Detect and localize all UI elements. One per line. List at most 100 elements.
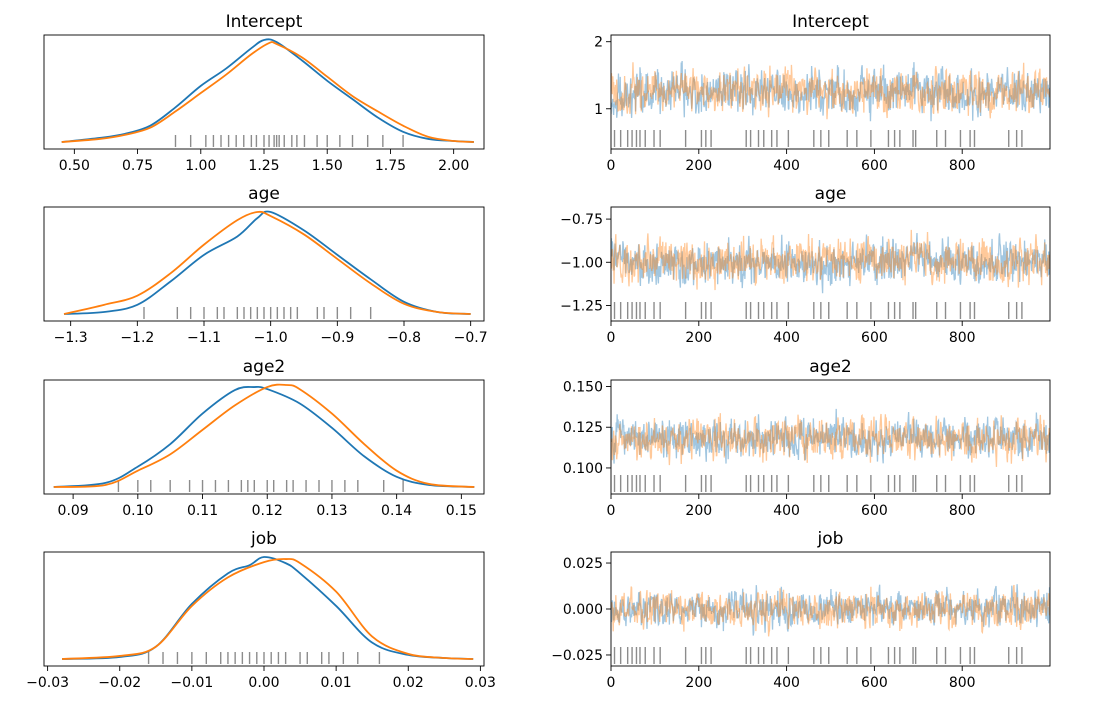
x-tick-label: 0.01 bbox=[321, 675, 352, 691]
x-tick-label: 0.50 bbox=[59, 158, 90, 174]
panel-frame bbox=[43, 379, 485, 495]
x-tick-label: 1.25 bbox=[248, 158, 279, 174]
panel-0: Intercept 0.50 0.75 1.00 1.25 1.50 1.75 2.00 bbox=[43, 12, 485, 174]
x-tick-label: 0 bbox=[607, 330, 616, 346]
y-tick-label: −0.025 bbox=[551, 648, 603, 664]
x-tick-label: 0.00 bbox=[248, 675, 279, 691]
trace-line-chain-1 bbox=[611, 413, 1050, 467]
kde-line-chain-0 bbox=[53, 385, 475, 488]
x-tick-label: 800 bbox=[949, 330, 976, 346]
kde-line-chain-0 bbox=[61, 556, 474, 660]
x-tick-label: 800 bbox=[949, 675, 976, 691]
panel-title: age2 bbox=[243, 357, 285, 377]
kde-line-chain-0 bbox=[61, 38, 474, 143]
plot-area bbox=[611, 61, 1050, 147]
trace-line-chain-0 bbox=[611, 584, 1050, 636]
panel-frame bbox=[610, 379, 1051, 495]
trace-line-chain-0 bbox=[611, 61, 1050, 122]
x-tick-label: −0.02 bbox=[98, 675, 141, 691]
panel-frame bbox=[610, 34, 1051, 150]
y-tick-label: −1.25 bbox=[560, 298, 603, 314]
trace-line-chain-1 bbox=[611, 229, 1050, 291]
x-tick-label: 600 bbox=[861, 675, 888, 691]
x-tick-label: 2.00 bbox=[438, 158, 469, 174]
x-tick-label: −1.3 bbox=[54, 330, 88, 346]
plot-area bbox=[63, 210, 471, 319]
x-tick-label: −1.1 bbox=[187, 330, 221, 346]
trace-line-chain-0 bbox=[611, 232, 1050, 294]
plot-area bbox=[611, 229, 1050, 319]
x-tick-label: 200 bbox=[685, 330, 712, 346]
x-tick-label: 0 bbox=[607, 503, 616, 519]
x-tick-label: 0.13 bbox=[316, 503, 347, 519]
kde-line-chain-1 bbox=[61, 41, 474, 143]
x-tick-label: 0.11 bbox=[187, 503, 218, 519]
panel-title: job bbox=[250, 529, 277, 549]
x-tick-label: 600 bbox=[861, 503, 888, 519]
x-tick-label: −0.7 bbox=[454, 330, 488, 346]
x-tick-label: 800 bbox=[949, 158, 976, 174]
kde-line-chain-1 bbox=[63, 210, 471, 315]
y-tick-label: 0.000 bbox=[563, 602, 603, 618]
y-tick-label: 0.150 bbox=[563, 380, 603, 396]
plot-area bbox=[611, 584, 1050, 664]
x-tick-label: 0.75 bbox=[122, 158, 153, 174]
x-tick-label: 1.00 bbox=[185, 158, 216, 174]
x-tick-label: 0.15 bbox=[446, 503, 477, 519]
x-tick-label: 1.75 bbox=[375, 158, 406, 174]
panel-5: age 0 200 400 600 800 −0.75 −1.00 −1.25 bbox=[560, 184, 1051, 346]
kde-line-chain-1 bbox=[61, 558, 474, 660]
x-tick-label: 200 bbox=[685, 503, 712, 519]
panel-frame bbox=[610, 206, 1051, 322]
x-tick-label: 0 bbox=[607, 675, 616, 691]
trace-line-chain-1 bbox=[611, 584, 1050, 637]
x-tick-label: −1.0 bbox=[254, 330, 288, 346]
x-tick-label: 400 bbox=[773, 503, 800, 519]
plot-area bbox=[61, 556, 474, 664]
y-tick-label: −0.75 bbox=[560, 212, 603, 228]
x-tick-label: 400 bbox=[773, 158, 800, 174]
x-tick-label: 0.12 bbox=[252, 503, 283, 519]
panel-title: age bbox=[248, 184, 280, 204]
x-tick-label: 200 bbox=[685, 158, 712, 174]
plot-area bbox=[611, 408, 1050, 492]
x-tick-label: 0 bbox=[607, 158, 616, 174]
plot-area bbox=[61, 38, 474, 147]
panel-title: Intercept bbox=[792, 12, 869, 32]
y-tick-label: 0.100 bbox=[563, 461, 603, 477]
panel-frame bbox=[43, 206, 485, 322]
panel-3: job −0.03 −0.02 −0.01 0.00 0.01 0.02 0.03 bbox=[26, 529, 496, 691]
x-tick-label: −0.8 bbox=[387, 330, 421, 346]
x-tick-label: 0.10 bbox=[122, 503, 153, 519]
x-tick-label: 400 bbox=[773, 330, 800, 346]
panel-4: Intercept 0 200 400 600 800 1 2 bbox=[594, 12, 1051, 174]
x-tick-label: −1.2 bbox=[120, 330, 154, 346]
y-tick-label: 0.125 bbox=[563, 420, 603, 436]
panel-title: job bbox=[817, 529, 844, 549]
x-tick-label: −0.01 bbox=[170, 675, 213, 691]
panel-1: age −1.3 −1.2 −1.1 −1.0 −0.9 −0.8 −0.7 bbox=[43, 184, 488, 346]
x-tick-label: 0.03 bbox=[465, 675, 496, 691]
trace-line-chain-0 bbox=[611, 408, 1050, 464]
panel-2: age2 0.09 0.10 0.11 0.12 0.13 0.14 0.15 bbox=[43, 357, 485, 519]
x-tick-label: 200 bbox=[685, 675, 712, 691]
x-tick-label: 600 bbox=[861, 158, 888, 174]
panel-title: age2 bbox=[809, 357, 851, 377]
trace-line-chain-1 bbox=[611, 62, 1050, 120]
panel-title: Intercept bbox=[226, 12, 303, 32]
x-tick-label: 400 bbox=[773, 675, 800, 691]
panel-7: job 0 200 400 600 800 0.025 0.000 −0.025 bbox=[551, 529, 1051, 691]
y-tick-label: 2 bbox=[594, 35, 603, 51]
kde-line-chain-0 bbox=[63, 210, 471, 315]
y-tick-label: 0.025 bbox=[563, 556, 603, 572]
y-tick-label: −1.00 bbox=[560, 255, 603, 271]
x-tick-label: −0.03 bbox=[26, 675, 69, 691]
x-tick-label: 0.14 bbox=[381, 503, 412, 519]
kde-line-chain-1 bbox=[53, 383, 475, 488]
panel-6: age2 0 200 400 600 800 0.150 0.125 0.100 bbox=[563, 357, 1051, 519]
x-tick-label: 600 bbox=[861, 330, 888, 346]
plot-area bbox=[53, 383, 475, 492]
x-tick-label: 0.02 bbox=[393, 675, 424, 691]
x-tick-label: −0.9 bbox=[320, 330, 354, 346]
